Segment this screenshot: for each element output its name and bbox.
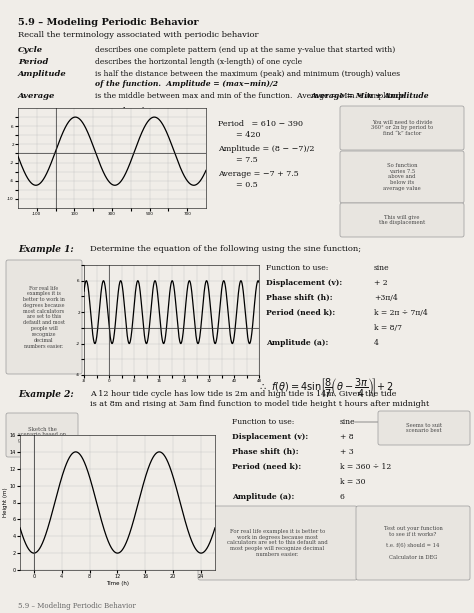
Text: Displacement (v):: Displacement (v):: [266, 279, 342, 287]
X-axis label: Time (h): Time (h): [106, 581, 129, 585]
Text: Amplitude: Amplitude: [18, 70, 67, 78]
Text: Period (need k):: Period (need k):: [266, 309, 335, 317]
FancyBboxPatch shape: [340, 151, 464, 203]
Text: Period: Period: [18, 58, 48, 66]
Text: Example 1:: Example 1:: [18, 245, 74, 254]
Text: sine: sine: [340, 418, 356, 426]
FancyBboxPatch shape: [340, 106, 464, 150]
Text: Sketch the
scenario based on
given information: Sketch the scenario based on given infor…: [18, 427, 66, 443]
FancyBboxPatch shape: [198, 506, 357, 580]
Text: +3π/4: +3π/4: [374, 294, 398, 302]
Text: Cycle: Cycle: [18, 46, 43, 54]
Text: is the middle between max and min of the function.  Average = Min + Amplitude: is the middle between max and min of the…: [95, 92, 405, 100]
FancyBboxPatch shape: [6, 260, 82, 374]
Text: Phase shift (h):: Phase shift (h):: [232, 448, 299, 456]
Text: + 2: + 2: [374, 279, 388, 287]
Text: Amplitude (a):: Amplitude (a):: [266, 339, 328, 347]
Text: = 7.5: = 7.5: [236, 156, 258, 164]
Text: For real life
examples it is
better to work in
degrees because
most calculators
: For real life examples it is better to w…: [23, 286, 65, 349]
Text: You will need to divide
360° or 2π by period to
find “k” factor: You will need to divide 360° or 2π by pe…: [371, 120, 433, 136]
Text: Function to use:: Function to use:: [232, 418, 294, 426]
Text: Period   = 610 − 390: Period = 610 − 390: [218, 120, 303, 128]
Text: 6: 6: [340, 493, 345, 501]
FancyBboxPatch shape: [356, 506, 470, 580]
Text: k = 30: k = 30: [340, 478, 365, 486]
FancyBboxPatch shape: [378, 411, 470, 445]
Text: = 0.5: = 0.5: [236, 181, 258, 189]
Text: Amplitude (a):: Amplitude (a):: [232, 493, 294, 501]
Text: Average: Average: [18, 92, 55, 100]
Text: So function
varies 7.5
above and
below its
average value: So function varies 7.5 above and below i…: [383, 163, 421, 191]
Text: 4: 4: [374, 339, 379, 347]
Text: of the function.  Amplitude = (max−min)/2: of the function. Amplitude = (max−min)/2: [95, 80, 278, 88]
Text: Test out your function
to see if it works?

t.e. f(6) should = 14

Calculator in: Test out your function to see if it work…: [383, 526, 442, 560]
Text: k = 2π ÷ 7π/4: k = 2π ÷ 7π/4: [374, 309, 428, 317]
Y-axis label: Height (m): Height (m): [3, 488, 8, 517]
Text: A 12 hour tide cycle has low tide is 2m and high tide is 14m. Given the tide: A 12 hour tide cycle has low tide is 2m …: [90, 390, 396, 398]
Text: k = 8/7: k = 8/7: [374, 324, 402, 332]
Text: $\therefore\ f(\theta) = 4\sin\!\left[\dfrac{8}{7}\!\left(\theta - \dfrac{3\pi}{: $\therefore\ f(\theta) = 4\sin\!\left[\d…: [258, 377, 394, 400]
FancyBboxPatch shape: [340, 203, 464, 237]
Text: Displacement (v):: Displacement (v):: [232, 433, 308, 441]
Text: k = 360 ÷ 12: k = 360 ÷ 12: [340, 463, 391, 471]
Text: Seems to suit
scenario best: Seems to suit scenario best: [406, 422, 442, 433]
Text: + 8: + 8: [340, 433, 354, 441]
Text: Example 2:: Example 2:: [18, 390, 74, 399]
FancyBboxPatch shape: [6, 413, 78, 457]
Text: For real life examples it is better to
work in degrees because most
calculators : For real life examples it is better to w…: [227, 529, 328, 557]
Text: is at 8m and rising at 3am find function to model tide height t hours after midn: is at 8m and rising at 3am find function…: [90, 400, 429, 408]
Text: = 420: = 420: [236, 131, 261, 139]
Text: + 3: + 3: [340, 448, 354, 456]
Text: Function to use:: Function to use:: [266, 264, 328, 272]
Text: 5.9 – Modeling Periodic Behavior: 5.9 – Modeling Periodic Behavior: [18, 18, 199, 27]
Text: Amplitude = (8 − −7)/2: Amplitude = (8 − −7)/2: [218, 145, 315, 153]
Text: describes the horizontal length (x-length) of one cycle: describes the horizontal length (x-lengt…: [95, 58, 302, 66]
Text: sine: sine: [374, 264, 390, 272]
Text: Period (need k):: Period (need k):: [232, 463, 301, 471]
Text: Average = −7 + 7.5: Average = −7 + 7.5: [218, 170, 299, 178]
Text: Phase shift (h):: Phase shift (h):: [266, 294, 333, 302]
Text: is half the distance between the maximum (peak) and minimum (trough) values: is half the distance between the maximum…: [95, 70, 400, 78]
Text: 1 cycle: 1 cycle: [121, 107, 148, 115]
Text: This will give
the displacement: This will give the displacement: [379, 215, 425, 226]
Text: $\therefore\ f(t) = 6\sin 30\,(t-3)+8$: $\therefore\ f(t) = 6\sin 30\,(t-3)+8$: [224, 531, 349, 544]
Text: Determine the equation of the following using the sine function;: Determine the equation of the following …: [90, 245, 361, 253]
Text: Average = Min + Amplitude: Average = Min + Amplitude: [311, 92, 429, 100]
Text: describes one complete pattern (end up at the same y-value that started with): describes one complete pattern (end up a…: [95, 46, 395, 54]
Text: Recall the terminology associated with periodic behavior: Recall the terminology associated with p…: [18, 31, 258, 39]
Text: 5.9 – Modeling Periodic Behavior: 5.9 – Modeling Periodic Behavior: [18, 602, 136, 610]
